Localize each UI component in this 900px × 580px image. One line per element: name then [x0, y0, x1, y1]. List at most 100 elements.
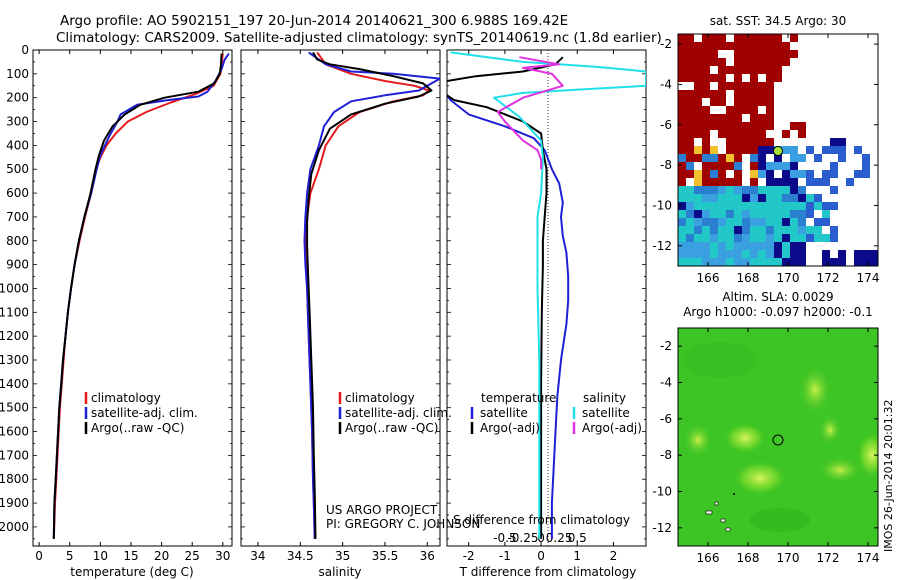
x-tick-label: 35 — [335, 549, 350, 563]
sst-cell — [750, 98, 758, 106]
y-tick-label: 700 — [6, 210, 29, 224]
map-y-tick-label: -10 — [652, 485, 672, 499]
sst-cell — [774, 234, 782, 242]
sst-cell — [734, 258, 742, 266]
legend-label-satellite: satellite-adj. clim. — [91, 406, 198, 420]
sst-cell — [718, 114, 726, 122]
sst-cell — [694, 258, 702, 266]
sst-cell — [694, 242, 702, 250]
sst-cell — [734, 178, 742, 186]
sst-cell — [838, 250, 846, 258]
sst-cell — [750, 138, 758, 146]
difference-axes-frame — [446, 49, 647, 547]
sst-cell — [702, 234, 710, 242]
sst-cell — [766, 242, 774, 250]
sst-cell — [822, 146, 830, 154]
legend-label-s-argo: Argo(-adj) — [582, 421, 642, 435]
sst-cell — [862, 162, 870, 170]
sst-cell — [742, 66, 750, 74]
sst-cell — [710, 250, 718, 258]
sst-cell — [758, 34, 766, 42]
sst-cell — [718, 234, 726, 242]
sst-cell — [766, 122, 774, 130]
sst-cell — [830, 234, 838, 242]
sst-cell — [734, 66, 742, 74]
sst-cell — [774, 250, 782, 258]
sst-cell — [694, 74, 702, 82]
x-tick-label: -1 — [499, 549, 511, 563]
legend-title-temperature: temperature — [481, 391, 556, 405]
sst-cell — [710, 42, 718, 50]
sst-cell — [710, 162, 718, 170]
sst-cell — [686, 114, 694, 122]
sst-cell — [742, 130, 750, 138]
sst-cell — [798, 186, 806, 194]
map-x-tick-label: 172 — [817, 551, 840, 565]
sst-cell — [678, 202, 686, 210]
sst-cell — [694, 106, 702, 114]
sst-cell — [742, 186, 750, 194]
sst-cell — [766, 50, 774, 58]
sst-cell — [678, 194, 686, 202]
sst-cell — [782, 58, 790, 66]
sst-cell — [782, 218, 790, 226]
sst-cell — [694, 178, 702, 186]
sst-cell — [702, 218, 710, 226]
sst-cell — [734, 146, 742, 154]
sst-cell — [710, 242, 718, 250]
sla-map-title-line2: Argo h1000: -0.097 h2000: -0.1 — [683, 305, 873, 319]
sst-cell — [734, 130, 742, 138]
sst-cell — [750, 154, 758, 162]
sst-cell — [694, 210, 702, 218]
sst-cell — [814, 194, 822, 202]
sst-cell — [710, 202, 718, 210]
sst-cell — [774, 242, 782, 250]
sst-cell — [766, 210, 774, 218]
sst-cell — [782, 186, 790, 194]
sla-map-title-line1: Altim. SLA: 0.0029 — [722, 290, 833, 304]
sst-cell — [686, 90, 694, 98]
sst-cell — [726, 234, 734, 242]
legend-title-salinity: salinity — [583, 391, 626, 405]
sst-cell — [798, 202, 806, 210]
sst-cell — [782, 170, 790, 178]
y-tick-label: 1900 — [0, 496, 29, 510]
sst-cell — [782, 178, 790, 186]
sst-cell — [758, 146, 766, 154]
sst-cell — [790, 250, 798, 258]
sst-cell — [790, 210, 798, 218]
sst-cell — [734, 210, 742, 218]
map-x-tick-label: 174 — [857, 551, 880, 565]
sst-cell — [718, 162, 726, 170]
sst-cell — [790, 202, 798, 210]
sst-cell — [726, 138, 734, 146]
sst-cell — [750, 66, 758, 74]
sst-cell — [766, 146, 774, 154]
x-tick-label: 25 — [185, 549, 200, 563]
sst-cell — [694, 98, 702, 106]
sst-cell — [750, 250, 758, 258]
x-tick-label: 15 — [123, 549, 138, 563]
sst-cell — [806, 170, 814, 178]
sst-cell — [742, 98, 750, 106]
sst-cell — [774, 210, 782, 218]
sst-cell — [686, 250, 694, 258]
sst-cell — [678, 42, 686, 50]
sst-cell — [758, 218, 766, 226]
series-line-argo-raw-qc- — [306, 51, 433, 539]
sst-cell — [758, 250, 766, 258]
sst-cell — [790, 154, 798, 162]
sst-cell — [798, 154, 806, 162]
sst-map-frame — [677, 33, 879, 267]
sst-cell — [702, 258, 710, 266]
sst-cell — [870, 250, 878, 258]
legend-label-climatology: climatology — [91, 391, 161, 405]
island — [733, 493, 735, 495]
sst-cell — [782, 42, 790, 50]
sst-cell — [790, 234, 798, 242]
sst-cell — [678, 114, 686, 122]
difference-panel: -2 -1 0 1 2-0.5-0.250 0.250.5 S difference fr… — [446, 49, 647, 579]
credit-line1: US ARGO PROJECT — [326, 503, 438, 517]
sst-cell — [814, 218, 822, 226]
sst-cell — [734, 226, 742, 234]
